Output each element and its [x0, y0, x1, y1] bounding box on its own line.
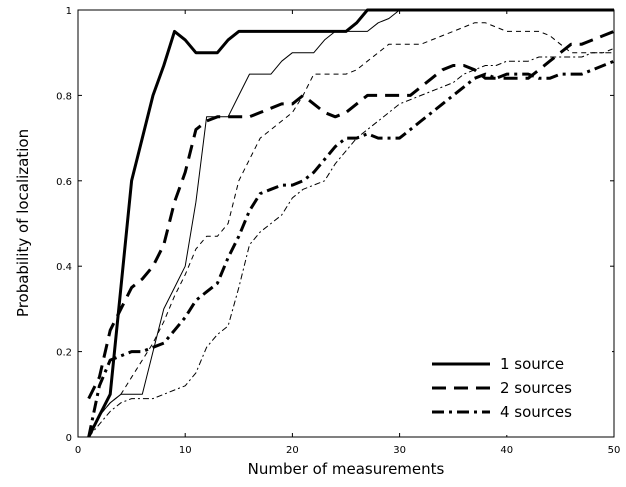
x-tick-label: 30 [393, 445, 406, 456]
series-line-dashdot-thin [88, 52, 614, 438]
series-line-dashdot-thick [87, 59, 615, 438]
y-tick-label: 0.2 [56, 348, 72, 359]
legend-label-4-sources: 4 sources [500, 403, 572, 421]
x-tick-label: 40 [500, 445, 513, 456]
y-tick-label: 0.8 [56, 91, 72, 102]
x-tick-label: 50 [608, 445, 621, 456]
legend-label-2-sources: 2 sources [500, 379, 572, 397]
x-tick-label: 0 [75, 445, 81, 456]
y-tick-label: 1 [66, 6, 72, 17]
y-axis-label: Probability of localization [14, 129, 32, 317]
y-tick-label: 0.4 [56, 262, 72, 273]
series-layer [87, 8, 615, 438]
legend: 1 source 2 sources 4 sources [424, 339, 612, 435]
x-tick-label: 20 [286, 445, 299, 456]
series-line-dashed-thick [87, 30, 615, 400]
series-line-solid-thick [87, 8, 614, 438]
y-tick-label: 0 [66, 433, 72, 444]
series-line-solid-thin [88, 9, 614, 438]
series-line-dashed-thin [88, 22, 615, 438]
x-axis-label: Number of measurements [248, 460, 445, 478]
ticks-layer: 0 10 20 30 40 50 0 0.2 0.4 0.6 0.8 1 [56, 6, 620, 456]
y-tick-label: 0.6 [56, 177, 72, 188]
x-tick-label: 10 [179, 445, 192, 456]
legend-label-1-source: 1 source [500, 355, 564, 373]
